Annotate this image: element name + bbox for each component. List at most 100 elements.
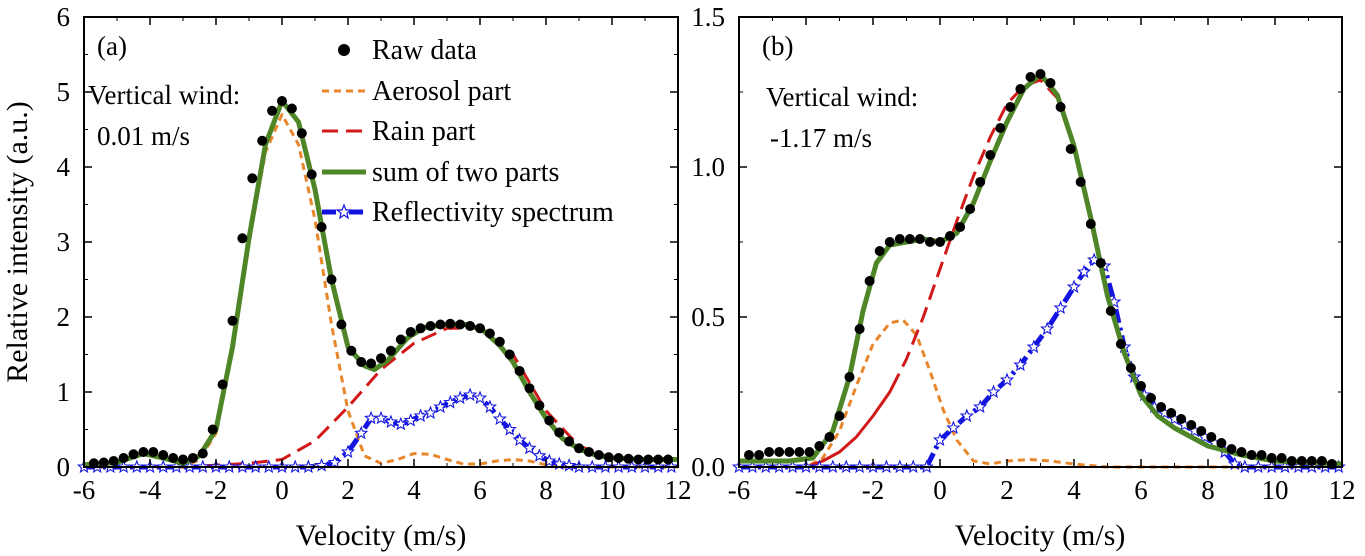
- panel-a-raw-data-point: [267, 105, 278, 116]
- panel-b-raw-data-point: [844, 372, 855, 382]
- panel-a-raw-data-point: [524, 383, 535, 394]
- panel-a-raw-data-point: [346, 345, 357, 356]
- panel-b-reflectivity-spectrum-star-marker: [973, 399, 988, 414]
- panel-b-raw-data-point: [754, 450, 765, 460]
- panel-a-raw-data-point: [326, 274, 337, 285]
- panel-a-x-tick-label: 12: [665, 475, 692, 505]
- panel-b-reflectivity-spectrum-star-marker: [946, 420, 961, 435]
- panel-b-raw-data-point: [784, 447, 795, 457]
- panel-a-raw-data-point: [286, 103, 297, 114]
- panel-b-y-tick-label: 1.5: [691, 2, 725, 32]
- panel-a-raw-data-point: [108, 456, 119, 466]
- panel-a-reflectivity-spectrum-star-marker: [423, 405, 438, 420]
- panel-a-raw-data-point: [494, 336, 505, 347]
- panel-a-raw-data-point: [633, 454, 644, 465]
- panel-b-raw-data-point: [1115, 339, 1126, 349]
- panel-a-raw-data-point: [296, 128, 307, 139]
- panel-a-raw-data-point: [574, 443, 584, 454]
- panel-a-raw-data-point: [623, 453, 634, 464]
- panel-b-raw-data-point: [1156, 402, 1167, 412]
- panel-a-raw-data-point: [663, 454, 674, 465]
- panel-a-raw-data-point: [158, 450, 169, 460]
- panel-b-raw-data-point: [1025, 72, 1036, 82]
- panel-a-series: [76, 96, 679, 474]
- panel-b-x-tick-label: 10: [1262, 475, 1289, 505]
- panel-b-raw-data-point: [1186, 420, 1197, 430]
- panel-a-raw-data-point: [148, 447, 159, 457]
- panel-a-y-tick-label: 5: [57, 77, 71, 107]
- panel-a-raw-data-point: [475, 323, 485, 334]
- panel-a-raw-data-point: [445, 318, 456, 329]
- legend: Raw data Aerosol part Rain part sum of t…: [322, 35, 614, 228]
- panel-b-raw-data-point: [1176, 414, 1187, 424]
- panel-a-raw-data-point: [643, 454, 654, 465]
- panel-a-reflectivity-spectrum-star-marker: [383, 414, 399, 429]
- panel-b-raw-data-point: [1236, 447, 1247, 457]
- panel-b-raw-data-point: [1045, 78, 1056, 88]
- panel-a-raw-data-point: [504, 349, 515, 360]
- panel-a-raw-data-point: [613, 453, 624, 463]
- panel-a-reflectivity-spectrum-star-marker: [512, 432, 527, 447]
- panel-b-x-tick-label: -2: [862, 475, 885, 505]
- panel-a-raw-data-point: [425, 321, 436, 331]
- panel-b-x-tick-label: 0: [933, 475, 947, 505]
- panel-b-raw-data-point: [1005, 102, 1016, 112]
- panel-a-reflectivity-spectrum-star-marker: [354, 425, 369, 440]
- panel-a-x-tick-label: -6: [73, 475, 96, 505]
- panel-b-raw-data-point: [794, 447, 805, 457]
- panel-b-raw-data-point: [1256, 450, 1267, 460]
- panel-a-raw-data-point: [583, 447, 594, 457]
- panel-a-x-tick-label: 0: [275, 475, 289, 505]
- panel-b-raw-data-point: [945, 231, 955, 241]
- panel-b-reflectivity-spectrum-star-marker: [959, 408, 974, 423]
- panel-b-raw-data-point: [1095, 258, 1106, 268]
- panel-b-reflectivity-spectrum-star-marker: [1040, 321, 1055, 336]
- panel-a-raw-data-point: [178, 454, 188, 465]
- panel-a-x-axis-label: Velocity (m/s): [296, 519, 467, 552]
- panel-a-label: (a): [97, 31, 127, 61]
- panel-b: -6 -4 -2 0 2 4 6 8 10 12 0.0 0.5 1.0 1.5 (b) Vertical…: [691, 2, 1355, 552]
- panel-a-reflectivity-spectrum-star-marker: [502, 421, 517, 436]
- panel-a-raw-data-point: [336, 319, 347, 330]
- panel-b-raw-data-point: [1075, 177, 1086, 187]
- panel-a-raw-data-point: [455, 319, 466, 330]
- panel-a-raw-data-point: [138, 447, 149, 457]
- panel-b-reflectivity-spectrum-star-marker: [1076, 264, 1092, 279]
- panel-a-raw-data-point: [544, 415, 555, 426]
- panel-b-raw-data-point: [894, 234, 905, 244]
- panel-a-raw-data-point: [227, 315, 238, 326]
- panel-a-y-tick-label: 1: [57, 377, 71, 407]
- panel-b-raw-data-point: [965, 204, 976, 214]
- legend-marker-raw-data: [338, 44, 350, 56]
- panel-b-annotation-line2: -1.17 m/s: [770, 123, 872, 153]
- panel-a-reflectivity-spectrum-star-marker: [472, 390, 488, 405]
- panel-b-reflectivity-spectrum-star-marker: [1053, 300, 1068, 315]
- panel-a-raw-data-point: [554, 427, 565, 438]
- panel-b-raw-data-point: [1216, 438, 1227, 448]
- panel-b-y-tick-label: 0.5: [691, 302, 725, 332]
- panel-b-raw-data-point: [1196, 426, 1207, 436]
- panel-b-raw-data-point: [995, 123, 1006, 133]
- panel-a-reflectivity-spectrum-star-marker: [413, 408, 428, 423]
- panel-a-raw-data-point: [247, 173, 258, 184]
- panel-b-x-tick-label: 4: [1067, 475, 1081, 505]
- panel-b-raw-data-point: [874, 246, 885, 256]
- panel-b-x-tick-label: 8: [1201, 475, 1215, 505]
- panel-a-reflectivity-spectrum-star-marker: [453, 390, 468, 405]
- panel-a-raw-data-point: [395, 334, 406, 345]
- panel-a-reflectivity-spectrum-star-marker: [443, 394, 458, 409]
- panel-b-aerosol-part-line: [739, 318, 1342, 469]
- panel-a-raw-data-point: [237, 233, 248, 244]
- panel-b-y-tick-label: 0.0: [691, 452, 725, 482]
- panel-a-raw-data-point: [435, 319, 446, 330]
- panel-b-raw-data-point: [854, 324, 865, 334]
- panel-b-raw-data-point: [914, 234, 925, 244]
- panel-b-raw-data-point: [1306, 456, 1317, 466]
- panel-b-raw-data-point: [1015, 84, 1026, 94]
- panel-a-y-tick-label: 3: [57, 227, 71, 257]
- panel-a-raw-data-point: [356, 357, 367, 367]
- panel-a-raw-data-point: [415, 323, 426, 334]
- panel-a-reflectivity-spectrum-star-marker: [462, 387, 478, 402]
